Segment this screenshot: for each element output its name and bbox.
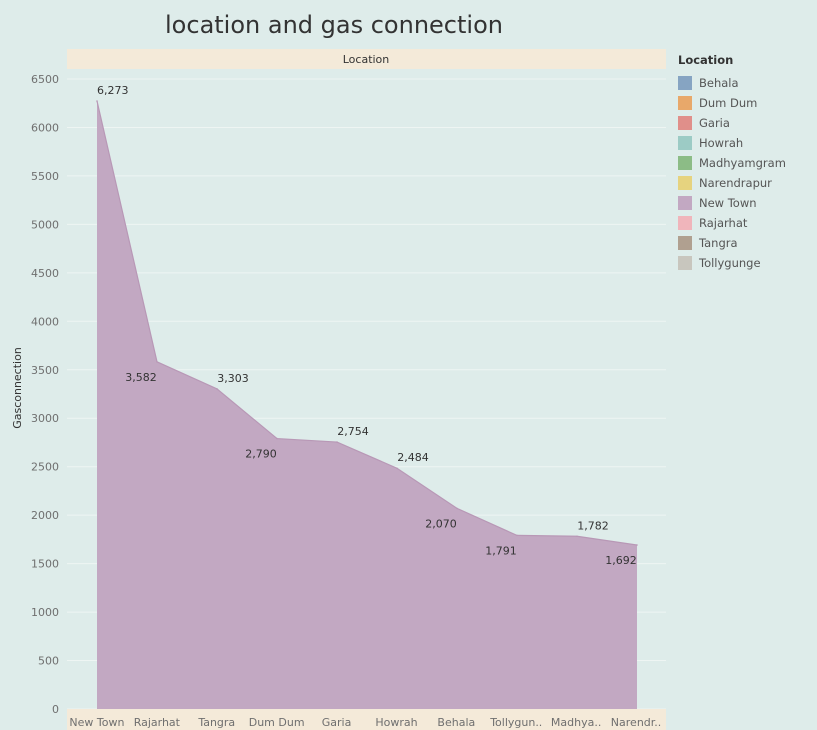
data-label: 3,303 <box>217 372 249 385</box>
legend-item[interactable]: Behala <box>678 73 813 93</box>
data-point <box>636 544 638 546</box>
legend-swatch <box>678 116 692 130</box>
x-tick-label: Rajarhat <box>134 716 181 729</box>
data-label: 3,582 <box>125 371 157 384</box>
y-tick-label: 3500 <box>31 364 59 377</box>
x-tick-label: Behala <box>437 716 475 729</box>
legend-label: Howrah <box>699 136 744 150</box>
legend-label: Narendrapur <box>699 176 772 190</box>
column-header-band <box>67 49 666 69</box>
x-tick-label: Madhya.. <box>551 716 601 729</box>
data-label: 1,782 <box>577 519 609 532</box>
legend-swatch <box>678 236 692 250</box>
data-label: 1,791 <box>485 544 517 557</box>
x-axis-ticks: New Town Rajarhat Tangra Dum Dum Garia Howrah… <box>69 716 661 729</box>
legend: Location Behala Dum Dum Garia Howrah Madhyam… <box>678 53 813 273</box>
x-tick-label: New Town <box>69 716 124 729</box>
chart-title: location and gas connection <box>165 11 503 39</box>
area-fill <box>97 101 637 710</box>
legend-item[interactable]: Tollygunge <box>678 253 813 273</box>
data-point <box>96 100 98 102</box>
y-tick-label: 5000 <box>31 218 59 231</box>
data-point <box>336 441 338 443</box>
legend-swatch <box>678 96 692 110</box>
legend-label: Tollygunge <box>699 256 761 270</box>
x-tick-label: Dum Dum <box>249 716 305 729</box>
legend-label: New Town <box>699 196 757 210</box>
area-line <box>96 100 638 546</box>
y-tick-label: 4500 <box>31 267 59 280</box>
x-tick-label: Garia <box>322 716 352 729</box>
y-tick-label: 5500 <box>31 170 59 183</box>
x-axis-band <box>67 709 666 730</box>
data-point <box>156 361 158 363</box>
legend-item[interactable]: Tangra <box>678 233 813 253</box>
y-tick-label: 0 <box>52 703 59 716</box>
legend-label: Garia <box>699 116 730 130</box>
legend-label: Madhyamgram <box>699 156 786 170</box>
legend-label: Dum Dum <box>699 96 758 110</box>
y-axis-ticks: 0 500 1000 1500 2000 2500 3000 3500 4000 4500 5000… <box>31 73 59 716</box>
legend-label: Rajarhat <box>699 216 748 230</box>
y-tick-label: 6000 <box>31 121 59 134</box>
data-point <box>456 507 458 510</box>
legend-swatch <box>678 256 692 270</box>
legend-items: Behala Dum Dum Garia Howrah Madhyamgram Naren… <box>678 73 813 273</box>
legend-item[interactable]: Howrah <box>678 133 813 153</box>
x-tick-label: Tangra <box>197 716 235 729</box>
legend-swatch <box>678 76 692 90</box>
data-point <box>396 467 398 470</box>
data-label: 2,790 <box>245 448 277 461</box>
legend-item[interactable]: Madhyamgram <box>678 153 813 173</box>
data-point <box>516 534 518 537</box>
x-tick-label: Howrah <box>375 716 417 729</box>
data-label: 2,754 <box>337 425 369 438</box>
x-tick-label: Tollygun.. <box>489 716 542 729</box>
y-tick-label: 2500 <box>31 461 59 474</box>
data-point <box>216 388 218 390</box>
data-point <box>276 437 278 440</box>
legend-item[interactable]: New Town <box>678 193 813 213</box>
y-tick-label: 2000 <box>31 509 59 522</box>
legend-item[interactable]: Garia <box>678 113 813 133</box>
y-tick-label: 6500 <box>31 73 59 86</box>
data-label: 2,484 <box>397 451 429 464</box>
legend-swatch <box>678 196 692 210</box>
data-label: 6,273 <box>97 84 129 97</box>
data-point <box>576 535 578 538</box>
legend-label: Behala <box>699 76 739 90</box>
y-tick-label: 500 <box>38 655 59 668</box>
legend-item[interactable]: Rajarhat <box>678 213 813 233</box>
legend-swatch <box>678 156 692 170</box>
y-tick-label: 1500 <box>31 558 59 571</box>
legend-label: Tangra <box>699 236 738 250</box>
data-labels: 6,273 3,582 3,303 2,790 2,754 2,484 2,070 1,791… <box>97 84 637 567</box>
area-series <box>96 100 638 710</box>
legend-title: Location <box>678 53 734 67</box>
legend-item[interactable]: Dum Dum <box>678 93 813 113</box>
legend-item[interactable]: Narendrapur <box>678 173 813 193</box>
y-axis-label: Gasconnection <box>11 347 24 429</box>
column-header-label: Location <box>343 53 390 66</box>
data-label: 1,692 <box>605 554 637 567</box>
x-tick-label: Narendr.. <box>611 716 661 729</box>
legend-swatch <box>678 176 692 190</box>
data-label: 2,070 <box>425 517 457 530</box>
y-tick-label: 1000 <box>31 606 59 619</box>
y-tick-label: 4000 <box>31 315 59 328</box>
legend-swatch <box>678 216 692 230</box>
legend-swatch <box>678 136 692 150</box>
y-tick-label: 3000 <box>31 412 59 425</box>
